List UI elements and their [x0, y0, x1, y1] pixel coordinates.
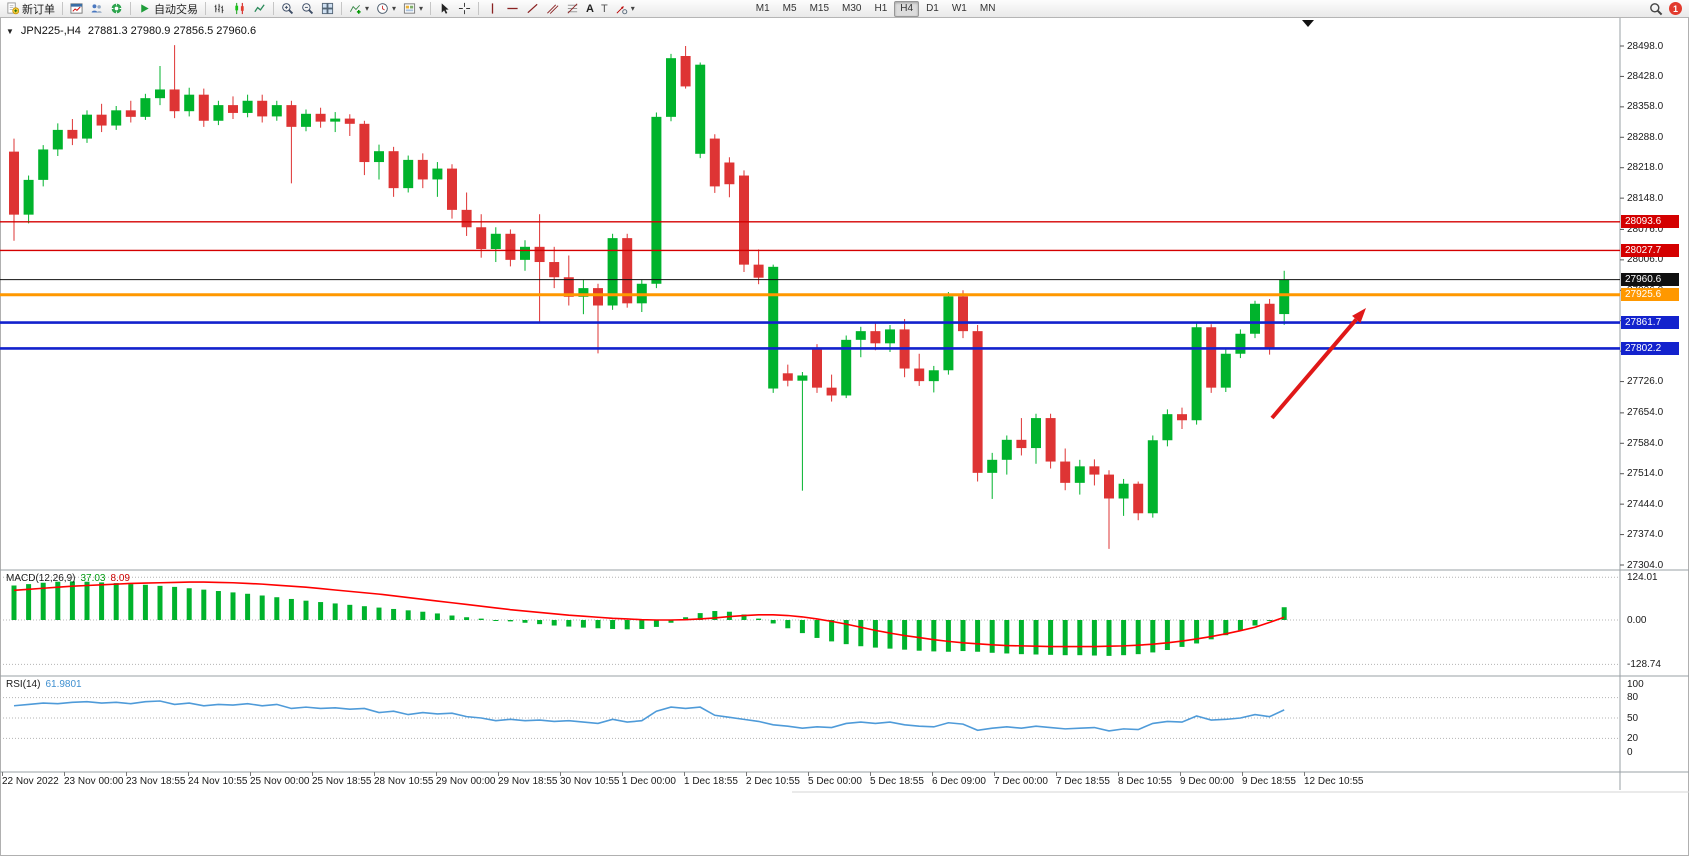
community-button[interactable] — [107, 1, 126, 16]
new-order-label: 新订单 — [22, 3, 55, 16]
timeframe-mn-button[interactable]: MN — [979, 2, 996, 14]
timeframe-d1-button[interactable]: D1 — [926, 2, 939, 14]
auto-trading-button[interactable]: 自动交易 — [135, 1, 201, 16]
horizontal-line-icon — [507, 7, 518, 10]
line-chart-icon — [254, 4, 265, 13]
text-button[interactable]: A — [583, 1, 597, 16]
zoom-out-icon — [302, 3, 314, 15]
new-order-button[interactable]: 新订单 — [3, 1, 58, 16]
tile-windows-icon — [321, 2, 334, 15]
zoom-in-icon — [282, 3, 294, 15]
timeframe-m5-button[interactable]: M5 — [782, 2, 797, 14]
tile-windows-button[interactable] — [318, 1, 337, 16]
trendline-icon — [527, 3, 538, 14]
auto-trading-icon — [141, 4, 149, 13]
fibonacci-icon — [567, 3, 578, 14]
horizontal-line-button[interactable] — [503, 1, 522, 16]
horizontal-level-lines[interactable] — [0, 221, 1620, 350]
chevron-down-icon: ▾ — [419, 3, 424, 13]
chevron-down-icon: ▾ — [392, 3, 397, 13]
text-tool-icon: A — [586, 2, 594, 15]
label-tool-icon: T — [601, 2, 608, 15]
charts-icon — [70, 3, 83, 14]
rsi-value: 61.9801 — [45, 679, 82, 690]
line-chart-button[interactable] — [250, 1, 269, 16]
cursor-button[interactable] — [435, 1, 454, 16]
candlestick-chart-icon — [235, 2, 244, 15]
macd-histogram — [11, 581, 1287, 656]
timeframe-m15-button[interactable]: M15 — [809, 2, 830, 14]
vertical-line-icon — [491, 3, 494, 14]
candlestick-chart-button[interactable] — [230, 1, 249, 16]
bar-chart-icon — [214, 3, 224, 14]
indicators-button[interactable]: ▾ — [346, 1, 372, 16]
chevron-down-icon: ▾ — [630, 3, 635, 13]
periods-button[interactable]: ▾ — [373, 1, 399, 16]
profiles-button[interactable] — [87, 1, 106, 16]
shapes-button[interactable]: ▾ — [612, 1, 638, 16]
toolbar-separator — [430, 2, 432, 15]
profiles-icon — [91, 4, 102, 13]
toolbar-separator — [273, 2, 274, 15]
rsi-line — [13, 700, 1285, 732]
timeframe-m1-button[interactable]: M1 — [755, 2, 770, 14]
trendline-button[interactable] — [523, 1, 542, 16]
charts-button[interactable] — [67, 1, 86, 16]
macd-name: MACD(12,26,9) — [6, 573, 76, 584]
timeframe-w1-button[interactable]: W1 — [951, 2, 967, 14]
macd-indicator-label: MACD(12,26,9) 37.03 8.09 — [6, 573, 130, 584]
new-order-icon — [7, 2, 19, 15]
timeframe-h4-button[interactable]: H4 — [894, 0, 920, 17]
macd-signal-value: 8.09 — [110, 573, 130, 584]
shapes-arrows-icon — [616, 6, 627, 15]
periods-clock-icon — [377, 3, 388, 14]
toolbar-separator — [130, 2, 131, 15]
chart-title-overlay: ▼ JPN225-,H4 27881.3 27980.9 27856.5 279… — [6, 25, 256, 37]
chart-shift-marker — [1302, 20, 1314, 27]
label-button[interactable]: T — [598, 1, 611, 16]
cursor-icon — [441, 3, 449, 14]
vertical-line-button[interactable] — [483, 1, 502, 16]
toolbar-right-group: 1 — [1649, 2, 1686, 16]
ohlc-readout: 27881.3 27980.9 27856.5 27960.6 — [87, 25, 257, 37]
rsi-scale-lines — [0, 697, 1620, 739]
toolbar-separator — [205, 2, 206, 15]
channel-button[interactable] — [543, 1, 562, 16]
indicators-icon — [349, 4, 361, 14]
zoom-in-button[interactable] — [278, 1, 297, 16]
chart-expand-icon[interactable]: ▼ — [6, 26, 14, 36]
fibonacci-button[interactable] — [563, 1, 582, 16]
zoom-out-button[interactable] — [298, 1, 317, 16]
timeframe-toolbar: M1 M5 M15 M30 H1 H4 D1 W1 MN — [750, 0, 1002, 17]
rsi-indicator-label: RSI(14) 61.9801 — [6, 679, 82, 690]
crosshair-button[interactable] — [455, 1, 474, 16]
community-icon — [111, 3, 122, 14]
rsi-name: RSI(14) — [6, 679, 41, 690]
templates-icon — [403, 3, 416, 14]
candlestick-series — [9, 45, 1290, 549]
toolbar-separator — [62, 2, 63, 15]
macd-signal-line — [13, 581, 1285, 648]
crosshair-icon — [458, 2, 471, 15]
bar-chart-button[interactable] — [210, 1, 229, 16]
trend-arrow-annotation[interactable] — [1270, 308, 1366, 420]
toolbar-separator — [478, 2, 480, 15]
notification-badge[interactable]: 1 — [1669, 2, 1682, 15]
symbol-timeframe-title: JPN225-,H4 — [20, 25, 81, 37]
timeframe-h1-button[interactable]: H1 — [874, 2, 888, 14]
toolbar-separator — [341, 2, 342, 15]
macd-main-value: 37.03 — [80, 573, 106, 584]
macd-scale-lines — [0, 576, 1620, 665]
search-icon[interactable] — [1649, 2, 1663, 16]
main-toolbar: 新订单 自动交易 ▾ ▾ ▾ — [0, 0, 1689, 18]
templates-button[interactable]: ▾ — [400, 1, 426, 16]
chevron-down-icon: ▾ — [365, 3, 370, 13]
channel-icon — [547, 4, 559, 14]
auto-trading-label: 自动交易 — [154, 3, 198, 16]
timeframe-m30-button[interactable]: M30 — [842, 2, 862, 14]
